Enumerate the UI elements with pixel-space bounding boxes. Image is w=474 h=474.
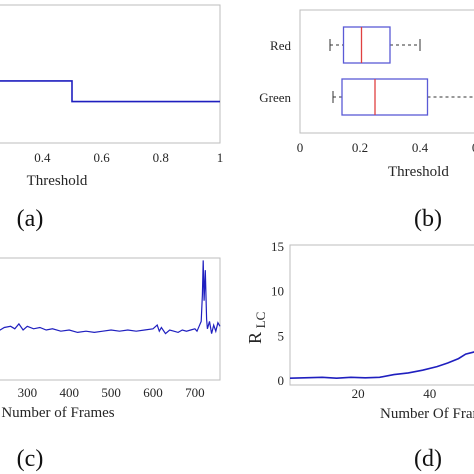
panel-d-x-tick-label: 20 [352, 386, 365, 401]
panel-a: 0.4 0.6 0.8 1 Threshold (a) [0, 4, 223, 232]
panel-b-x-tick-label: 0.4 [412, 140, 429, 155]
panel-d-xticks: 20 40 [352, 386, 437, 401]
panel-a-x-tick-label: 1 [217, 150, 224, 165]
panel-b-x-tick-label: 0 [297, 140, 304, 155]
panel-d-ylabel-sub: LC [253, 312, 268, 329]
panel-c-xlabel: Number of Frames [1, 405, 114, 421]
panel-a-x-tick-label: 0.8 [153, 150, 169, 165]
panel-c-marks [0, 260, 221, 335]
panel-d-y-tick-label: 10 [271, 284, 284, 299]
panel-c-x-tick-label: 700 [185, 385, 205, 400]
panel-c-caption: (c) [17, 446, 44, 472]
panel-d-plot-frame [289, 244, 474, 386]
panel-d-caption: (d) [414, 446, 442, 472]
panel-b-x-tick-label: 0.2 [352, 140, 368, 155]
panel-b-plot-frame [299, 9, 474, 134]
panel-b-x-tick-label: 0.6 [472, 140, 474, 155]
panel-a-caption: (a) [17, 206, 44, 232]
panel-d-series-line [289, 351, 474, 380]
panel-d-y-tick-label: 15 [271, 239, 284, 254]
panel-b-category-red: Red [270, 38, 291, 53]
panel-a-xlabel: Threshold [27, 173, 88, 189]
panel-b-caption: (b) [414, 206, 442, 232]
panel-c-plot-frame [0, 257, 221, 381]
panel-c-x-tick-label: 600 [143, 385, 163, 400]
panel-b-marks [329, 26, 474, 116]
panel-a-series-line [0, 80, 220, 103]
panel-a-x-tick-label: 0.6 [93, 150, 110, 165]
panel-d-ylabel: R [245, 332, 265, 344]
panel-c-x-tick-label: 500 [101, 385, 121, 400]
panel-b: 0 0.2 0.4 0.6 Red Green Threshold (b) [259, 9, 474, 232]
panel-a-marks [0, 80, 220, 103]
panel-b-category-green: Green [259, 90, 291, 105]
panel-b-category-labels: Red Green [259, 38, 291, 105]
panel-d-yticks: 0 5 10 15 [271, 239, 284, 388]
panel-c-xticks: 300 400 500 600 700 [18, 385, 205, 400]
box-green-iqr [341, 78, 429, 116]
panel-d-y-tick-label: 5 [278, 328, 285, 343]
panel-c: 300 400 500 600 700 Number of Frames (c) [0, 257, 221, 472]
panel-d-y-tick-label: 0 [278, 373, 285, 388]
panel-a-plot-frame [0, 4, 221, 144]
panel-d-xlabel: Number Of Frames [380, 406, 474, 422]
panel-d-marks [289, 351, 474, 380]
panel-c-series-line [0, 260, 221, 335]
panel-a-x-tick-label: 0.4 [34, 150, 51, 165]
box-red-iqr [342, 26, 391, 64]
panel-d-x-tick-label: 40 [423, 386, 436, 401]
panel-a-xticks: 0.4 0.6 0.8 1 [34, 150, 223, 165]
panel-b-xlabel: Threshold [388, 164, 449, 180]
panel-b-xticks: 0 0.2 0.4 0.6 [297, 140, 474, 155]
panel-c-x-tick-label: 400 [59, 385, 79, 400]
panel-c-x-tick-label: 300 [18, 385, 38, 400]
